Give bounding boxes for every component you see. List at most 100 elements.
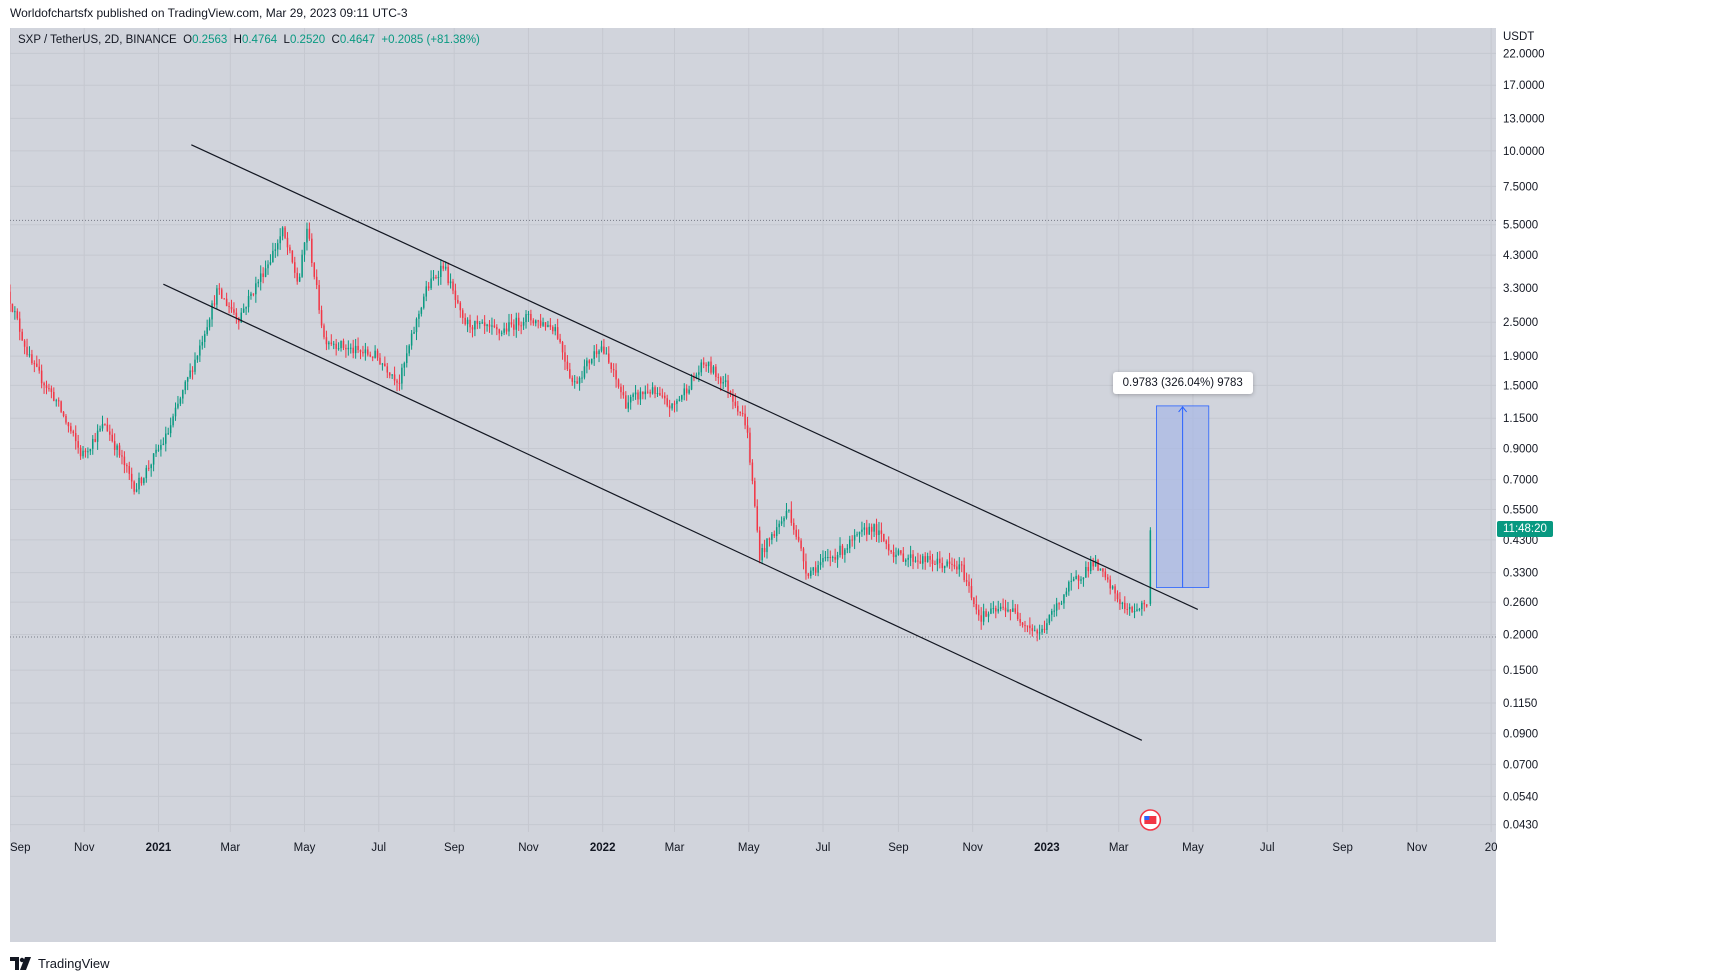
candle-body [995, 608, 997, 612]
candle-body [722, 382, 724, 384]
candle-body [1004, 607, 1007, 612]
plot-background [10, 28, 1496, 832]
candle-body [1102, 568, 1104, 572]
candle-body [693, 377, 695, 379]
candle-body [1041, 628, 1043, 633]
candle-body [1051, 610, 1053, 615]
candle-body [332, 343, 335, 345]
candle-body [162, 443, 165, 446]
candle-body [1141, 602, 1143, 610]
candle-body [829, 557, 832, 559]
candle-body [934, 563, 936, 565]
candle-body [500, 332, 503, 334]
candle-body [805, 561, 807, 574]
candle-body [420, 307, 423, 314]
candle-body [768, 538, 771, 540]
candle-body [841, 545, 844, 555]
candle-body [583, 366, 586, 378]
candle-body [685, 388, 688, 394]
candle-body [464, 317, 466, 325]
y-tick-label: 5.5000 [1503, 220, 1538, 232]
candle-body [1085, 566, 1087, 578]
candle-body [1072, 578, 1075, 581]
channel-lower-line [163, 283, 1143, 741]
candle-body [123, 456, 126, 466]
candle-body [279, 236, 281, 244]
candle-body [328, 342, 330, 345]
candle-body [218, 288, 221, 290]
candle-body [1124, 602, 1126, 609]
candle-body [873, 524, 875, 532]
tradingview-logo[interactable]: TradingView [10, 952, 110, 974]
candle-body [525, 314, 527, 323]
candle-body [133, 481, 135, 492]
candle-body [104, 424, 106, 426]
candle-body [761, 547, 763, 561]
candle-body [775, 527, 778, 537]
x-tick-label: Sep [444, 842, 464, 854]
candle-body [588, 360, 591, 364]
candle-body [311, 238, 313, 264]
candle-body [396, 380, 398, 383]
candle-body [800, 540, 802, 549]
candle-body [819, 562, 822, 566]
candle-body [96, 430, 99, 442]
candle-body [683, 388, 685, 396]
candle-body [839, 545, 841, 556]
candle-body [946, 561, 948, 566]
candle-body [715, 366, 717, 378]
candle-body [539, 320, 542, 326]
candle-body [790, 509, 793, 523]
candle-body [561, 342, 564, 353]
candle-body [230, 306, 233, 310]
candle-body [659, 393, 661, 396]
candle-body [257, 281, 260, 284]
candle-body [301, 254, 303, 277]
candle-body [510, 322, 513, 325]
candle-body [827, 557, 829, 559]
candle-body [678, 399, 681, 401]
candle-body [853, 535, 856, 541]
candle-body [1043, 628, 1046, 630]
candlestick-chart[interactable]: 22.0000 17.0000 13.0000 10.0000 7.5000 5.5000… [10, 28, 1719, 942]
candle-body [997, 609, 999, 612]
candle-body [771, 534, 773, 540]
candle-body [987, 613, 990, 617]
candle-body [754, 480, 756, 507]
candle-body [466, 319, 469, 325]
candle-body [956, 566, 958, 570]
candle-body [335, 343, 337, 349]
candle-body [432, 277, 435, 279]
candle-body [364, 349, 367, 354]
candle-body [522, 322, 525, 326]
candle-body [308, 228, 311, 239]
candle-body [922, 556, 924, 564]
candle-body [632, 394, 634, 397]
candle-body [788, 509, 790, 511]
candle-body [357, 345, 359, 351]
candle-body [184, 381, 187, 391]
candle-body [1131, 607, 1133, 612]
candle-body [1080, 579, 1082, 581]
candle-body [1055, 603, 1058, 611]
candle-body [1143, 602, 1146, 605]
candle-body [668, 405, 671, 409]
candle-body [72, 431, 75, 434]
x-tick-label: Sep [10, 842, 30, 854]
candle-body [851, 539, 853, 541]
candle-body [435, 277, 437, 279]
candle-body [985, 611, 987, 617]
y-tick-label: 0.3300 [1503, 568, 1538, 580]
y-tick-label: 2.5000 [1503, 317, 1538, 329]
candle-body [405, 353, 408, 364]
symbol-name: SXP / TetherUS, 2D, BINANCE [18, 34, 177, 46]
candle-body [303, 242, 306, 255]
candle-body [250, 293, 252, 296]
chart-frame[interactable]: 22.0000 17.0000 13.0000 10.0000 7.5000 5.5000… [10, 28, 1719, 942]
candle-body [795, 529, 797, 537]
candle-body [315, 276, 318, 286]
tradingview-logo-icon [10, 956, 32, 970]
x-tick-label: Sep [1332, 842, 1352, 854]
candle-body [537, 320, 539, 322]
candle-body [479, 323, 481, 325]
